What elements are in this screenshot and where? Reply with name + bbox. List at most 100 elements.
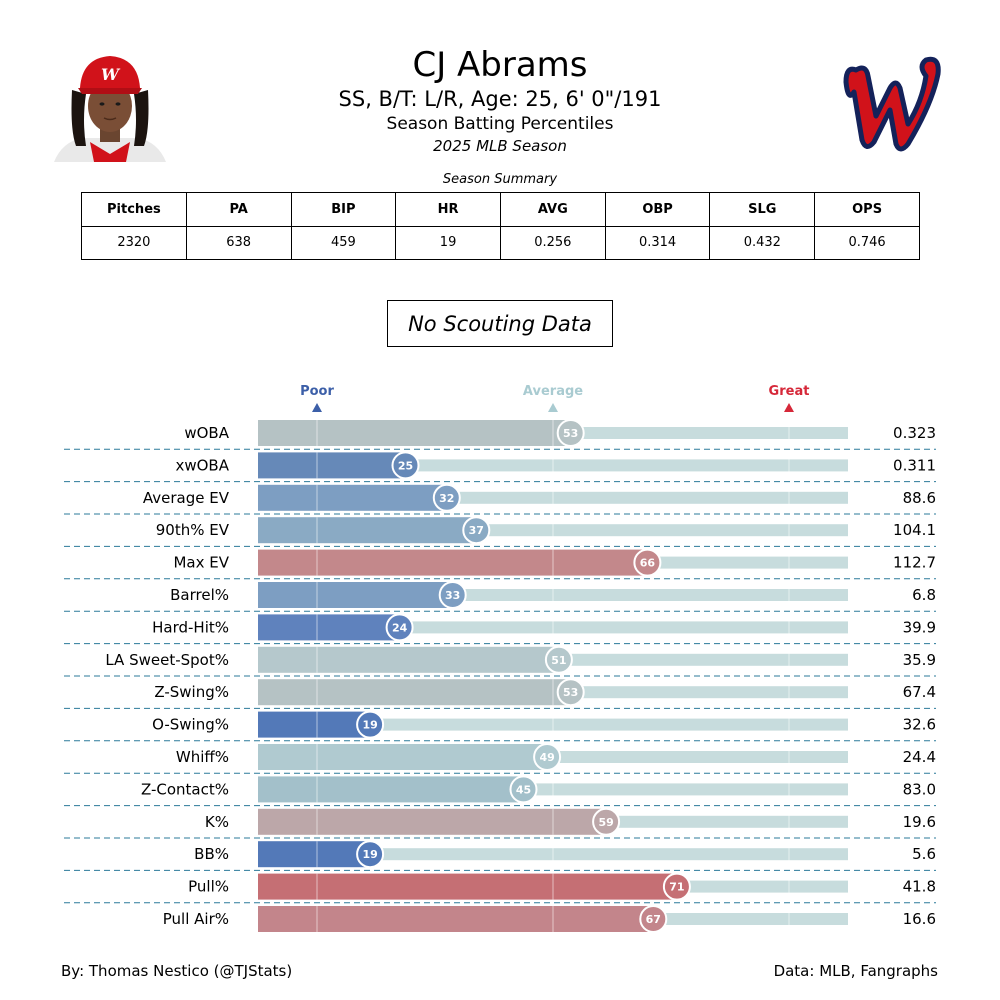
category-label: xwOBA [175, 456, 229, 474]
table-header-cell: Pitches [81, 192, 187, 227]
percentile-bar [258, 906, 654, 932]
table-header-row: Pitches PA BIP HR AVG OBP SLG OPS [81, 192, 920, 227]
percentile-bubble [639, 905, 668, 933]
category-label: O-Swing% [152, 716, 229, 734]
category-label: Hard-Hit% [152, 618, 229, 636]
percentile-bubble [509, 775, 538, 804]
stat-value: 32.6 [903, 716, 936, 734]
percentile-label: 51 [551, 654, 566, 667]
percentile-label: 49 [539, 751, 554, 764]
percentile-label: 24 [392, 621, 408, 634]
category-label: K% [205, 813, 229, 831]
category-label: Barrel% [170, 586, 229, 604]
percentile-bar [258, 646, 559, 673]
category-label: BB% [194, 845, 229, 863]
table-header-cell: PA [185, 192, 292, 227]
stat-value: 6.8 [912, 586, 936, 604]
reference-label: Poor [300, 384, 334, 399]
percentile-bar [258, 420, 571, 446]
stat-value: 19.6 [903, 813, 936, 831]
category-label: Z-Contact% [141, 780, 229, 798]
table-header-cell: AVG [499, 192, 606, 227]
percentile-bubble [633, 548, 662, 577]
percentile-label: 45 [516, 783, 531, 796]
scouting-box: No Scouting Data [387, 300, 613, 347]
table-header-cell: HR [395, 192, 501, 227]
percentile-label: 53 [563, 427, 578, 440]
percentile-label: 37 [469, 524, 484, 537]
percentile-bar [258, 873, 677, 900]
reference-label: Average [523, 384, 583, 399]
table-header-cell: OBP [604, 192, 711, 227]
table-cell: 19 [395, 225, 501, 260]
table-cell: 0.746 [814, 225, 920, 260]
category-label: Pull Air% [163, 910, 229, 928]
percentile-bar [258, 549, 648, 576]
footer-source: Data: MLB, Fangraphs [773, 962, 938, 980]
percentile-label: 19 [362, 719, 377, 732]
reference-arrow-icon [548, 403, 558, 412]
percentile-label: 32 [439, 492, 454, 505]
season-summary-table: Pitches PA BIP HR AVG OBP SLG OPS 2320 6… [81, 192, 920, 260]
percentile-bubble [662, 872, 691, 901]
percentile-bubble [356, 710, 385, 739]
player-name: CJ Abrams [412, 45, 588, 85]
category-label: Z-Swing% [154, 683, 229, 701]
chart-subtitle: Season Batting Percentiles [386, 114, 614, 134]
percentile-bubble [432, 483, 461, 512]
table-cell: 0.256 [499, 225, 606, 260]
percentile-bar [258, 711, 371, 738]
stat-value: 0.311 [893, 456, 936, 474]
percentile-label: 25 [398, 459, 413, 472]
footer-credit: By: Thomas Nestico (@TJStats) [61, 962, 293, 980]
stat-value: 67.4 [903, 683, 936, 701]
percentile-bubble [592, 807, 621, 836]
percentile-bubble [391, 451, 420, 480]
table-cell: 638 [185, 225, 292, 260]
percentile-bubble [544, 645, 573, 674]
category-label: 90th% EV [156, 521, 230, 539]
category-label: Whiff% [176, 748, 229, 766]
percentile-bar [258, 679, 571, 706]
summary-caption: Season Summary [442, 172, 558, 187]
percentile-bar [258, 452, 406, 479]
stat-value: 88.6 [903, 489, 936, 507]
category-label: Pull% [188, 878, 229, 896]
nationals-w-logo-icon [843, 56, 941, 152]
percentile-label: 59 [598, 816, 613, 829]
percentile-label: 33 [445, 589, 460, 602]
reference-arrow-icon [784, 403, 794, 412]
table-cell: 0.432 [709, 225, 816, 260]
percentile-bubble [438, 581, 467, 609]
percentile-label: 67 [646, 913, 661, 926]
reference-label: Great [769, 384, 810, 399]
percentile-bar [258, 744, 548, 770]
reference-arrow-icon [312, 403, 322, 412]
player-bio: SS, B/T: L/R, Age: 25, 6' 0"/191 [338, 87, 662, 111]
category-label: LA Sweet-Spot% [105, 651, 229, 669]
player-headshot-icon: W [54, 56, 166, 162]
stat-value: 83.0 [903, 780, 936, 798]
percentile-bar [258, 484, 447, 511]
stat-value: 104.1 [893, 521, 936, 539]
percentile-chart: Poor Average Great 53 wOBA 0.323 25 xwOBA 0.311 3… [64, 384, 936, 933]
stat-value: 16.6 [903, 910, 936, 928]
percentile-bar [258, 776, 524, 803]
percentile-bubble [356, 840, 385, 869]
percentile-bar [258, 841, 371, 868]
category-label: Max EV [173, 554, 229, 572]
percentile-label: 53 [563, 686, 578, 699]
season-label: 2025 MLB Season [433, 137, 567, 155]
percentile-label: 19 [362, 848, 377, 861]
percentile-bubble [533, 743, 562, 771]
percentile-bubble [556, 678, 585, 707]
percentile-bubble [556, 419, 585, 447]
scouting-text: No Scouting Data [408, 311, 592, 336]
stat-value: 35.9 [903, 651, 936, 669]
percentile-bar [258, 808, 607, 835]
table-header-cell: OPS [814, 192, 920, 227]
stat-value: 41.8 [903, 878, 936, 896]
percentile-label: 71 [669, 881, 684, 894]
svg-text:W: W [101, 65, 121, 84]
table-header-cell: BIP [290, 192, 397, 227]
